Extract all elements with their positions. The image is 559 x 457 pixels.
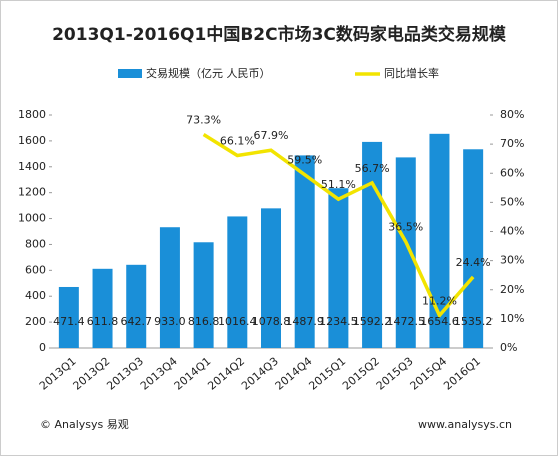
- y-tick-label: 1800: [18, 108, 46, 121]
- y2-tick-label: 50%: [500, 195, 524, 208]
- legend-label: 同比增长率: [384, 66, 439, 80]
- y-tick-label: 1200: [18, 186, 46, 199]
- bar: [261, 208, 281, 348]
- legend-label: 交易规模（亿元 人民币）: [146, 66, 271, 80]
- y2-tick-label: 40%: [500, 225, 524, 238]
- y2-tick-label: 20%: [500, 283, 524, 296]
- bar-value-label: 1016.4: [218, 315, 257, 328]
- line-value-label: 24.4%: [456, 256, 491, 269]
- line-value-label: 73.3%: [186, 114, 221, 127]
- bar: [429, 133, 450, 348]
- line-value-label: 59.5%: [287, 154, 322, 167]
- line-value-label: 56.7%: [355, 162, 390, 175]
- y-tick-label: 600: [25, 263, 46, 276]
- bar: [193, 242, 214, 348]
- line-value-label: 51.1%: [321, 178, 356, 191]
- bar: [328, 188, 349, 348]
- bar: [227, 216, 248, 348]
- bar-value-label: 471.4: [53, 315, 85, 328]
- bar-value-label: 1234.5: [319, 315, 358, 328]
- line: [202, 133, 475, 319]
- bar-value-label: 1592.2: [353, 315, 392, 328]
- y-tick-label: 800: [25, 237, 46, 250]
- y-tick-label: 1000: [18, 212, 46, 225]
- bar-value-label: 816.8: [188, 315, 220, 328]
- bar-value-label: 1535.2: [454, 315, 493, 328]
- bar: [395, 157, 416, 348]
- legend-swatch: [118, 69, 142, 78]
- bar: [126, 264, 147, 348]
- bar-value-label: 933.0: [154, 315, 186, 328]
- bar: [294, 155, 315, 348]
- y-tick-label: 1600: [18, 134, 46, 147]
- footer-left: © Analysys 易观: [40, 418, 129, 431]
- y2-tick-label: 60%: [500, 166, 524, 179]
- y2-tick-label: 0%: [500, 341, 517, 354]
- y2-tick-label: 30%: [500, 254, 524, 267]
- line-value-label: 67.9%: [254, 129, 289, 142]
- y2-tick-label: 10%: [500, 312, 524, 325]
- y-tick-label: 0: [39, 341, 46, 354]
- footer-right: www.analysys.cn: [418, 418, 512, 431]
- bar-value-label: 611.8: [87, 315, 119, 328]
- line-value-label: 36.5%: [388, 221, 423, 234]
- y-tick-label: 1400: [18, 160, 46, 173]
- bar-value-label: 1078.8: [252, 315, 291, 328]
- bar-value-label: 1472.5: [387, 315, 426, 328]
- y2-tick-label: 80%: [500, 108, 524, 121]
- y-tick-label: 400: [25, 289, 46, 302]
- bar: [159, 227, 180, 348]
- bar: [58, 286, 79, 348]
- chart-title: 2013Q1-2016Q1中国B2C市场3C数码家电品类交易规模: [52, 24, 507, 45]
- line-value-label: 66.1%: [220, 134, 255, 147]
- y2-tick-label: 70%: [500, 137, 524, 150]
- bar-value-label: 1487.9: [285, 315, 324, 328]
- bar: [92, 268, 113, 348]
- bar-value-label: 1654.6: [420, 315, 459, 328]
- y-tick-label: 200: [25, 315, 46, 328]
- line-value-label: 11.2%: [422, 294, 457, 307]
- bar: [463, 149, 484, 348]
- bar-value-label: 642.7: [120, 315, 152, 328]
